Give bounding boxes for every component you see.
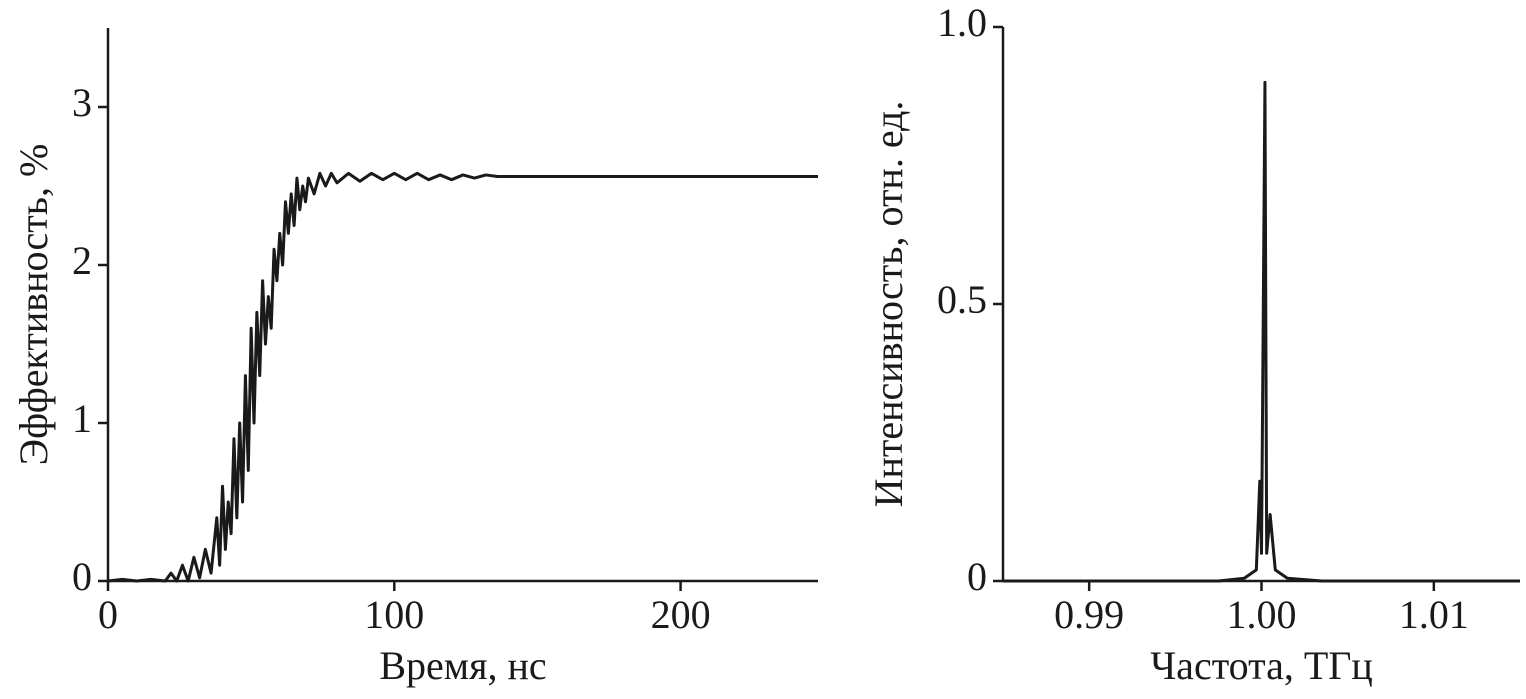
y-tick-label: 1 (72, 396, 92, 441)
x-tick-label: 1.00 (1227, 592, 1297, 637)
x-tick-label: 1.01 (1399, 592, 1469, 637)
y-tick-label: 1.0 (937, 0, 987, 45)
y-tick-label: 0 (967, 554, 987, 599)
y-tick-label: 3 (72, 80, 92, 125)
y-axis-label: Интенсивность, отн. ед. (866, 101, 911, 508)
y-tick-label: 2 (72, 238, 92, 283)
data-line (107, 171, 818, 583)
y-axis-label: Эффективность, % (11, 144, 56, 466)
x-tick-label: 0.99 (1054, 592, 1124, 637)
x-axis-label: Время, нс (379, 643, 546, 688)
y-tick-label: 0 (72, 554, 92, 599)
x-tick-label: 100 (364, 592, 424, 637)
x-tick-label: 0 (98, 592, 118, 637)
x-tick-label: 200 (651, 592, 711, 637)
data-line (1003, 80, 1520, 583)
x-axis-label: Частота, ТГц (1150, 643, 1373, 688)
y-tick-label: 0.5 (937, 277, 987, 322)
